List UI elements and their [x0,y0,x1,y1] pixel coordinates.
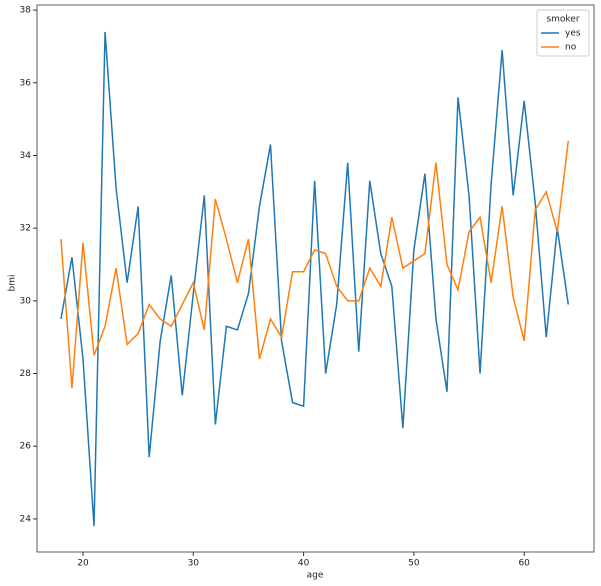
series-line [60,31,570,527]
series-line [60,140,570,389]
y-tick-label: 24 [20,514,32,524]
y-tick-label: 28 [20,369,32,379]
legend-label: no [565,43,577,53]
x-tick-label: 50 [408,559,420,569]
legend-title: smoker [546,15,579,25]
x-tick-label: 40 [298,559,310,569]
x-tick-label: 30 [188,559,200,569]
x-tick-label: 20 [77,559,89,569]
legend-box [536,9,590,57]
x-tick-label: 60 [518,559,530,569]
y-tick-label: 32 [20,224,31,234]
y-axis-label: bmi [8,275,18,292]
legend-label: yes [565,29,581,39]
y-tick-label: 30 [20,296,32,306]
y-tick-label: 36 [20,78,32,88]
x-axis-label: age [307,571,324,581]
y-tick-label: 34 [20,151,32,161]
y-tick-label: 26 [20,442,32,452]
plot-frame [36,4,595,553]
y-tick-label: 38 [20,6,32,16]
